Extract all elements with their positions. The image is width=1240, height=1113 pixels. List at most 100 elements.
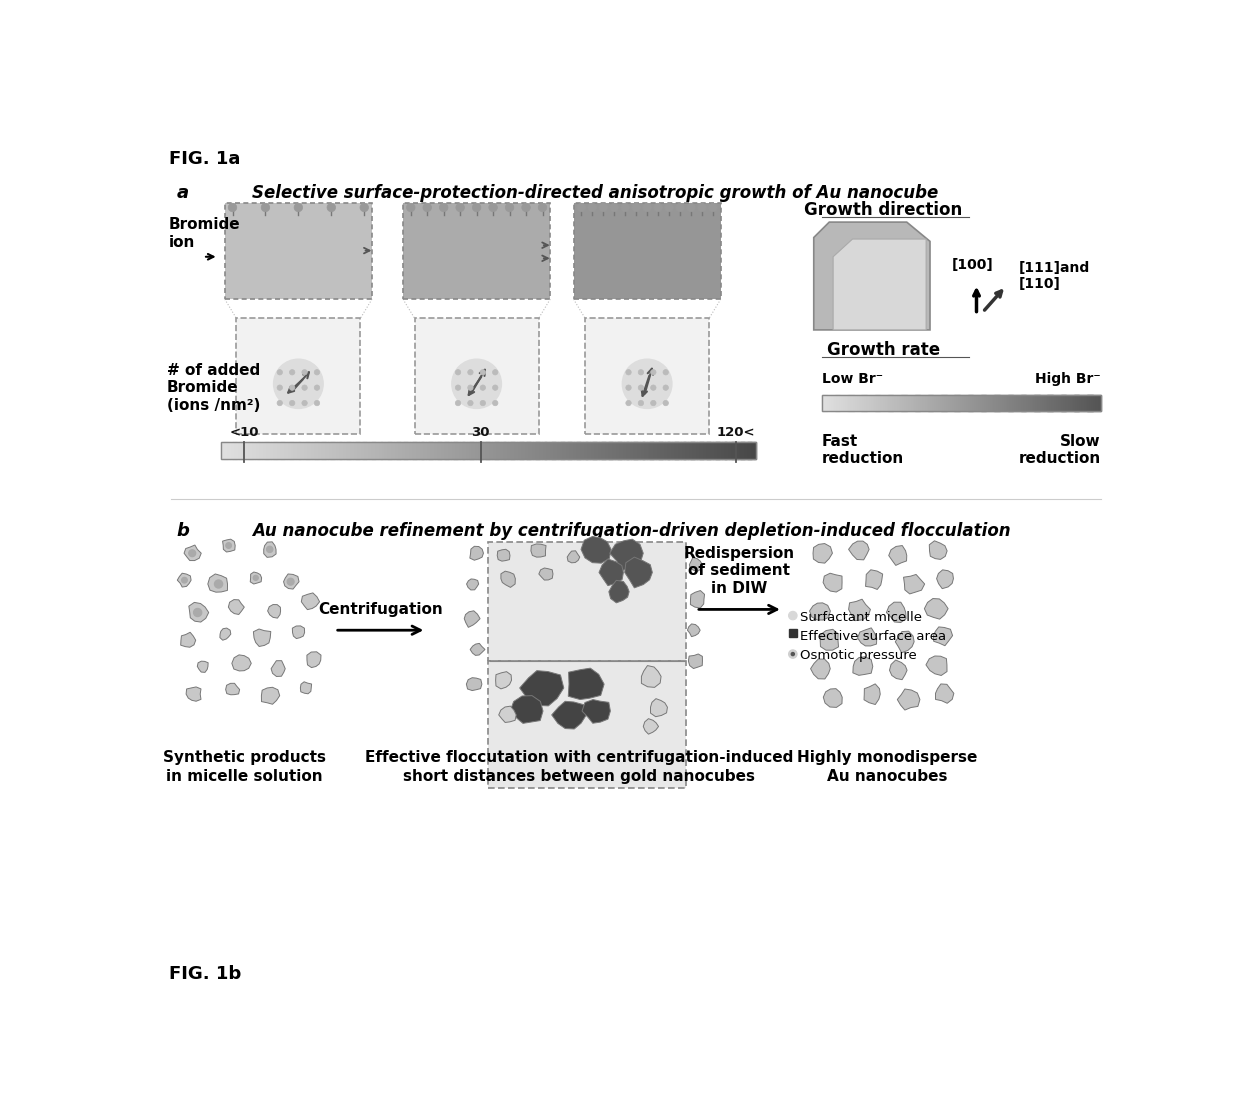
Bar: [619, 442, 620, 459]
Bar: [959, 395, 960, 411]
Bar: [1053, 395, 1054, 411]
Bar: [392, 442, 394, 459]
Bar: [996, 395, 998, 411]
Bar: [725, 442, 728, 459]
Bar: [1009, 395, 1011, 411]
Bar: [997, 395, 998, 411]
Bar: [1078, 395, 1079, 411]
Bar: [895, 395, 898, 411]
Bar: [1076, 395, 1078, 411]
Circle shape: [492, 385, 498, 391]
Bar: [880, 395, 883, 411]
Bar: [477, 442, 480, 459]
Polygon shape: [823, 689, 842, 708]
Circle shape: [709, 204, 717, 211]
Bar: [1094, 395, 1095, 411]
Bar: [982, 395, 983, 411]
Bar: [534, 442, 537, 459]
Bar: [238, 442, 241, 459]
Bar: [841, 395, 842, 411]
Bar: [311, 442, 314, 459]
Bar: [317, 442, 320, 459]
Bar: [851, 395, 853, 411]
Bar: [595, 442, 598, 459]
Polygon shape: [262, 687, 280, 705]
Bar: [1094, 395, 1095, 411]
Bar: [1003, 395, 1004, 411]
Bar: [717, 442, 718, 459]
Text: Effective surface area: Effective surface area: [800, 630, 946, 643]
Bar: [414, 318, 538, 434]
Bar: [383, 442, 386, 459]
Circle shape: [492, 370, 498, 375]
Bar: [1008, 395, 1009, 411]
Polygon shape: [887, 602, 906, 622]
Circle shape: [632, 204, 640, 211]
Bar: [928, 395, 929, 411]
Text: Au nanocube refinement by centrifugation-driven depletion-induced flocculation: Au nanocube refinement by centrifugation…: [252, 522, 1011, 541]
Bar: [498, 442, 501, 459]
Bar: [221, 442, 223, 459]
Bar: [562, 442, 563, 459]
Bar: [688, 442, 689, 459]
Bar: [465, 442, 467, 459]
Bar: [1029, 395, 1032, 411]
Bar: [451, 442, 453, 459]
Bar: [585, 318, 709, 434]
Bar: [1097, 395, 1099, 411]
Circle shape: [651, 370, 656, 375]
Bar: [661, 442, 663, 459]
Bar: [698, 442, 701, 459]
Bar: [537, 442, 538, 459]
Bar: [689, 442, 692, 459]
Bar: [515, 442, 517, 459]
Bar: [489, 442, 491, 459]
Polygon shape: [813, 543, 832, 563]
Bar: [1052, 395, 1054, 411]
Bar: [494, 442, 496, 459]
Bar: [600, 442, 603, 459]
Bar: [888, 395, 889, 411]
Bar: [848, 395, 849, 411]
Bar: [1055, 395, 1056, 411]
Bar: [932, 395, 934, 411]
Text: Bromide
ion: Bromide ion: [169, 217, 241, 249]
Bar: [873, 395, 874, 411]
Circle shape: [663, 370, 668, 375]
Bar: [403, 203, 551, 299]
Polygon shape: [889, 545, 906, 565]
Bar: [923, 395, 924, 411]
Bar: [330, 442, 332, 459]
Bar: [223, 442, 224, 459]
Bar: [910, 395, 913, 411]
Bar: [667, 442, 668, 459]
Bar: [464, 442, 465, 459]
Bar: [505, 442, 506, 459]
Bar: [657, 442, 660, 459]
Bar: [955, 395, 956, 411]
Bar: [415, 442, 418, 459]
Bar: [976, 395, 977, 411]
Polygon shape: [820, 629, 838, 650]
Bar: [972, 395, 973, 411]
Bar: [1092, 395, 1094, 411]
Text: FIG. 1b: FIG. 1b: [169, 965, 242, 983]
Circle shape: [456, 204, 465, 211]
Bar: [987, 395, 988, 411]
Bar: [371, 442, 373, 459]
Polygon shape: [184, 545, 201, 561]
Bar: [692, 442, 693, 459]
Bar: [269, 442, 272, 459]
Bar: [559, 442, 562, 459]
Bar: [1013, 395, 1014, 411]
Circle shape: [228, 204, 237, 211]
Bar: [1023, 395, 1024, 411]
Bar: [360, 442, 362, 459]
Bar: [1022, 395, 1023, 411]
Text: Synthetic products
in micelle solution: Synthetic products in micelle solution: [162, 749, 326, 785]
Bar: [1044, 395, 1047, 411]
Bar: [694, 442, 697, 459]
Bar: [286, 442, 289, 459]
Bar: [337, 442, 339, 459]
Bar: [856, 395, 857, 411]
